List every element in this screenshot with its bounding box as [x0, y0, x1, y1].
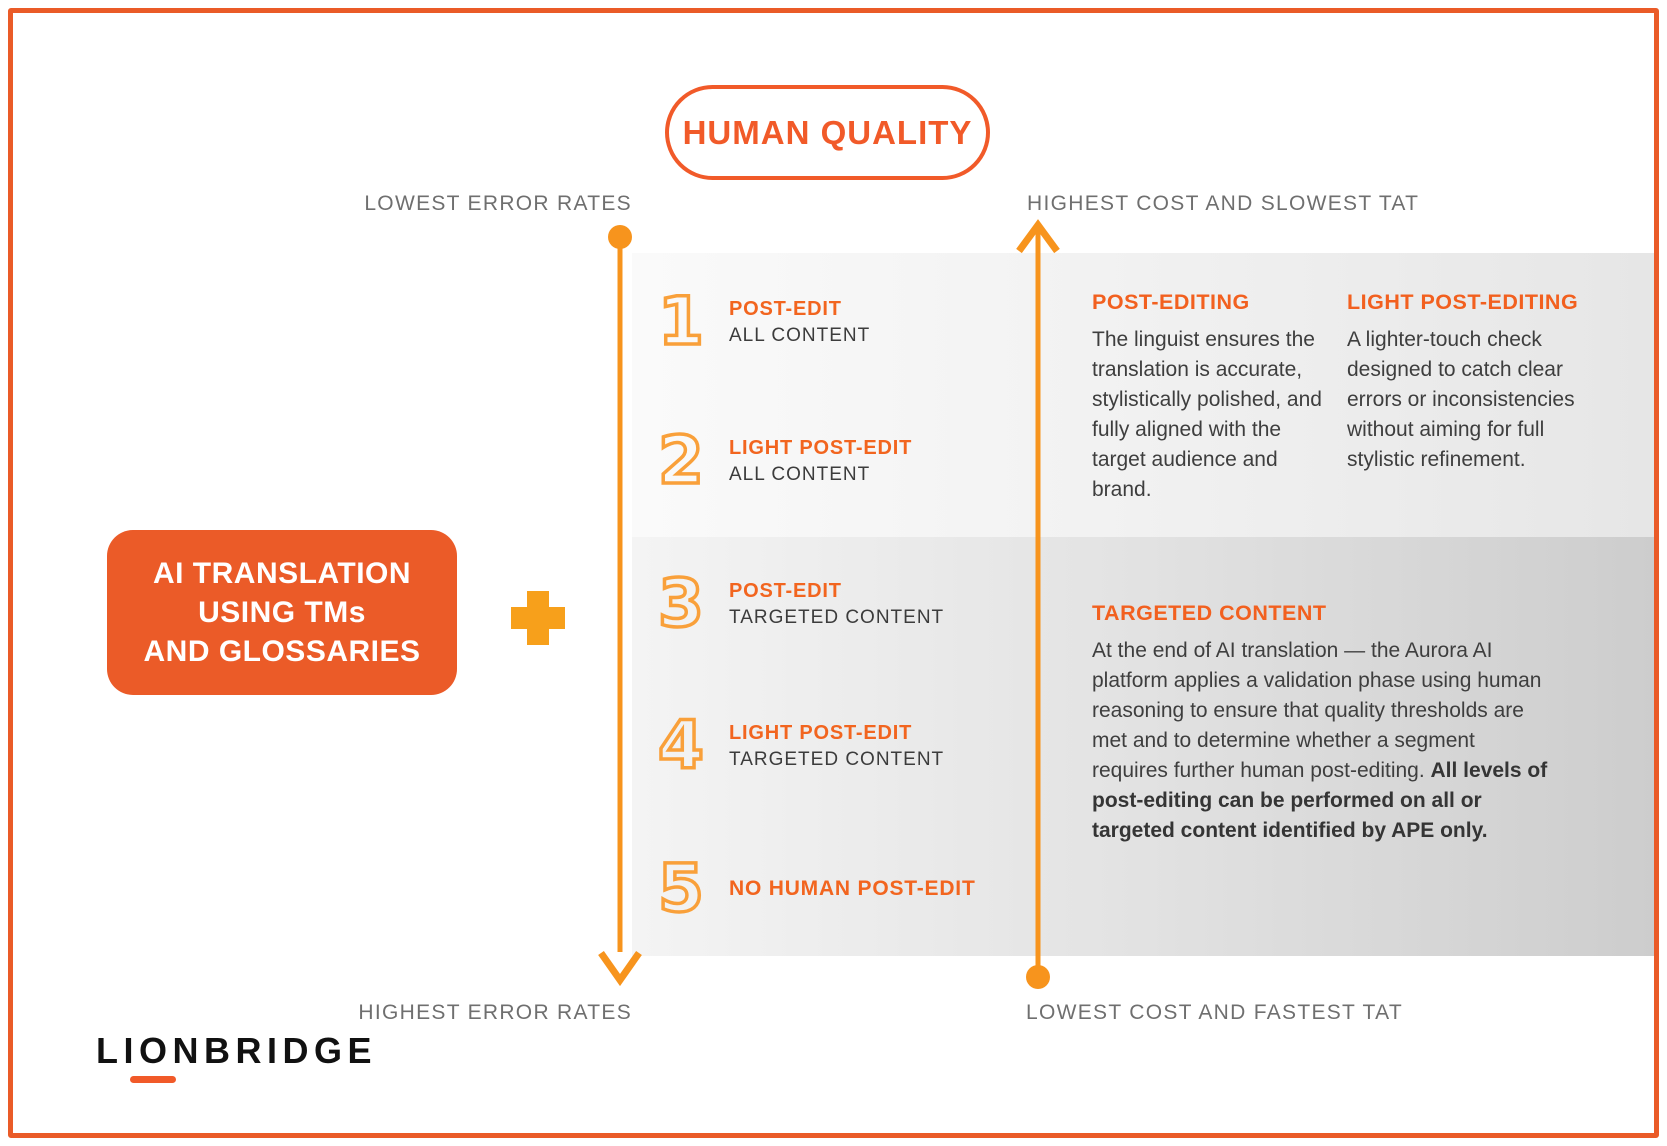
- lower-gray-panel: [632, 537, 1654, 956]
- arrow-up-head: [1016, 219, 1060, 254]
- light-post-editing-description: LIGHT POST-EDITING A lighter-touch check…: [1347, 290, 1609, 475]
- axis-label-lowest-cost: LOWEST COST AND FASTEST TAT: [1026, 1001, 1404, 1024]
- level-row-1: 1 POST-EDIT ALL CONTENT: [656, 283, 871, 360]
- level-subtitle: TARGETED CONTENT: [729, 607, 945, 628]
- level-subtitle: ALL CONTENT: [729, 325, 871, 346]
- post-editing-title: POST-EDITING: [1092, 290, 1250, 314]
- targeted-content-body-regular: At the end of AI translation — the Auror…: [1092, 639, 1542, 782]
- targeted-content-body-bold: All levels of post-editing can be perfor…: [1092, 759, 1548, 842]
- ai-translation-line3: AND GLOSSARIES: [143, 635, 421, 668]
- post-editing-body: The linguist ensures the translation is …: [1092, 328, 1322, 501]
- level-title: LIGHT POST-EDIT: [729, 722, 913, 744]
- level-row-2: 2 LIGHT POST-EDIT ALL CONTENT: [656, 422, 913, 499]
- level-row-5: 5 NO HUMAN POST-EDIT: [656, 850, 976, 927]
- level-row-3: 3 POST-EDIT TARGETED CONTENT: [656, 565, 945, 642]
- level-number: 1: [656, 283, 705, 360]
- human-quality-label: HUMAN QUALITY: [682, 113, 973, 151]
- level-subtitle: ALL CONTENT: [729, 464, 871, 485]
- level-subtitle: TARGETED CONTENT: [729, 749, 945, 770]
- ai-translation-line1: AI TRANSLATION: [152, 557, 412, 590]
- lionbridge-logo-underline: [130, 1076, 176, 1083]
- axis-label-highest-cost: HIGHEST COST AND SLOWEST TAT: [1027, 192, 1420, 215]
- arrow-down-head: [598, 950, 642, 987]
- ai-translation-box: AI TRANSLATION USING TMs AND GLOSSARIES: [107, 530, 457, 695]
- targeted-content-description: TARGETED CONTENT At the end of AI transl…: [1092, 601, 1554, 846]
- axis-label-lowest-error-rates: LOWEST ERROR RATES: [364, 192, 632, 215]
- upper-gray-panel: [632, 253, 1654, 537]
- targeted-content-body: At the end of AI translation — the Auror…: [1092, 636, 1554, 846]
- post-editing-description: POST-EDITING The linguist ensures the tr…: [1092, 290, 1327, 505]
- level-title: POST-EDIT: [729, 298, 842, 320]
- level-title: LIGHT POST-EDIT: [729, 437, 913, 459]
- level-number: 3: [656, 565, 705, 642]
- human-quality-badge: HUMAN QUALITY: [665, 85, 990, 180]
- level-number: 5: [656, 850, 705, 927]
- targeted-content-title: TARGETED CONTENT: [1092, 601, 1327, 625]
- arrow-end-dot: [1026, 965, 1050, 989]
- level-title: POST-EDIT: [729, 580, 842, 602]
- level-number: 2: [656, 422, 705, 499]
- light-post-editing-title: LIGHT POST-EDITING: [1347, 290, 1579, 314]
- level-number: 4: [656, 707, 705, 784]
- level-title: NO HUMAN POST-EDIT: [729, 877, 976, 900]
- arrow-start-dot: [608, 225, 632, 249]
- light-post-editing-body: A lighter-touch check designed to catch …: [1347, 328, 1575, 471]
- plus-icon: [511, 591, 565, 645]
- level-row-4: 4 LIGHT POST-EDIT TARGETED CONTENT: [656, 707, 945, 784]
- lionbridge-logo: LIONBRIDGE: [96, 1030, 378, 1083]
- lionbridge-logo-text: LIONBRIDGE: [96, 1030, 378, 1071]
- ai-translation-line2: USING TMs: [198, 596, 366, 629]
- axis-label-highest-error-rates: HIGHEST ERROR RATES: [358, 1001, 632, 1024]
